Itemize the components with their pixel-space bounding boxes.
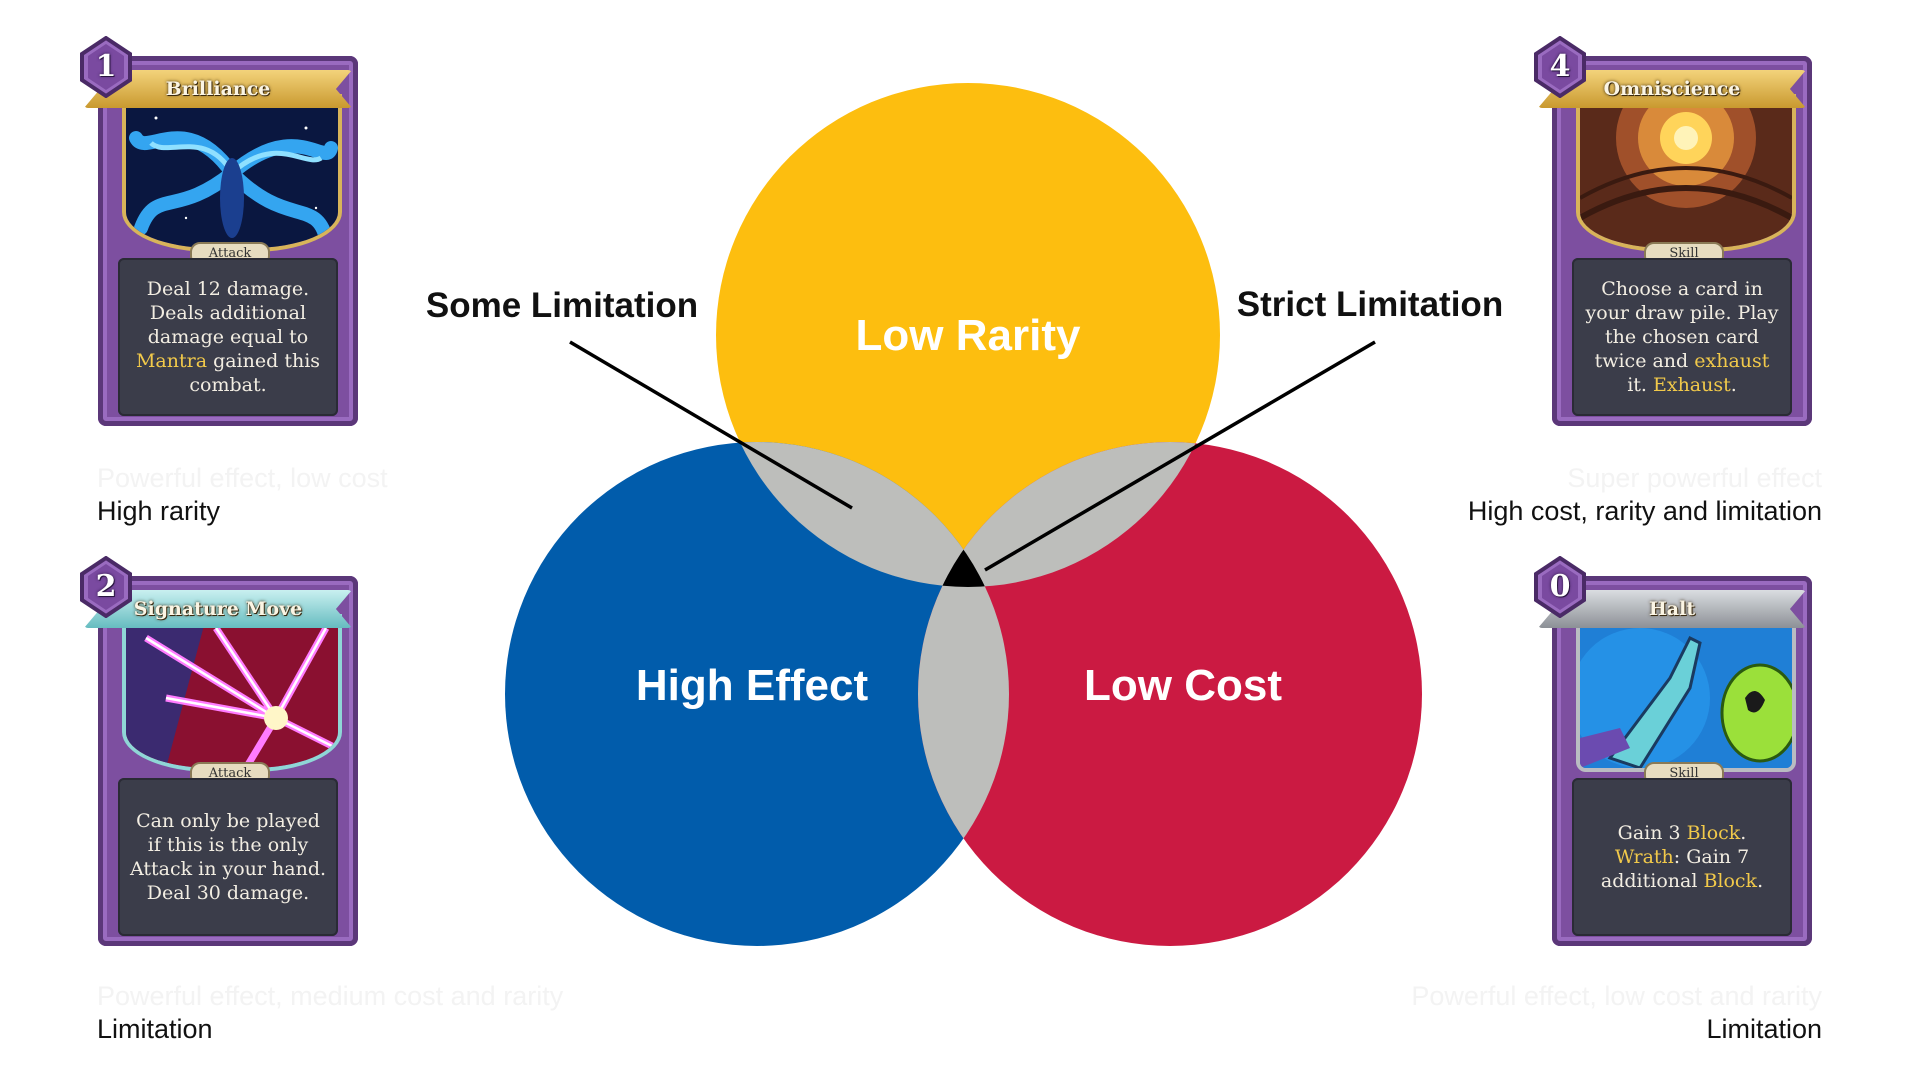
callout-line-some-limitation [569, 340, 853, 510]
caption-signature-move: Limitation [97, 1014, 213, 1044]
card-keyword: Exhaust [1652, 374, 1731, 396]
callout-line-strict-limitation [984, 340, 1376, 572]
label-high-effect: High Effect [636, 661, 869, 710]
card-description: Gain 3 Block. Wrath: Gain 7 additional B… [1572, 778, 1792, 936]
card-text: Choose a card in your draw pile. Play th… [1585, 278, 1779, 372]
card-text: : Gain 7 additional [1600, 846, 1750, 892]
faint-caption-halt: Powerful effect, low cost and rarity [1411, 981, 1822, 1011]
card-keyword: Block [1703, 870, 1758, 892]
card-text: gained this combat. [189, 350, 321, 396]
callout-strict-limitation: Strict Limitation [1237, 285, 1503, 324]
card-text: . [1730, 374, 1737, 396]
card-brilliance: Brilliance Attack Deal 12 damage. Deals … [78, 36, 358, 436]
overlap-top-right [918, 442, 1220, 587]
card-halt: Halt Skill Gain 3 Block. Wrath: Gain 7 a… [1532, 556, 1812, 956]
card-text: . [1757, 870, 1764, 892]
card-text: it. [1627, 374, 1653, 396]
card-cost: 4 [1532, 36, 1588, 98]
caption-brilliance: High rarity [97, 496, 221, 526]
card-cost-value: 4 [1549, 49, 1571, 84]
caption-omniscience: High cost, rarity and limitation [1467, 496, 1822, 526]
card-description: Choose a card in your draw pile. Play th… [1572, 258, 1792, 416]
card-art-lightning [122, 614, 342, 772]
faint-caption-brilliance: Powerful effect, low cost [97, 463, 388, 493]
card-cost: 1 [78, 36, 134, 98]
overlap-top-left [716, 442, 1009, 587]
card-cost-value: 1 [95, 49, 117, 84]
card-art-library [1576, 94, 1796, 252]
card-description: Deal 12 damage. Deals additional damage … [118, 258, 338, 416]
card-art-halt [1576, 614, 1796, 772]
card-cost-value: 2 [95, 569, 117, 604]
card-text: Gain 3 [1617, 822, 1687, 844]
card-title: Signature Move [133, 598, 303, 620]
card-keyword: Block [1686, 822, 1741, 844]
label-low-rarity: Low Rarity [856, 311, 1081, 360]
card-description: Can only be played if this is the only A… [118, 778, 338, 936]
card-title: Omniscience [1603, 78, 1741, 100]
card-text: Deal 12 damage. Deals additional damage … [146, 278, 310, 348]
card-text: . [1740, 822, 1747, 844]
card-keyword: Wrath [1614, 846, 1674, 868]
card-cost: 0 [1532, 556, 1588, 618]
card-omniscience: Omniscience Skill Choose a card in your … [1532, 36, 1812, 436]
caption-halt: Limitation [1706, 1014, 1822, 1044]
callout-some-limitation: Some Limitation [426, 286, 698, 325]
card-cost: 2 [78, 556, 134, 618]
card-title: Halt [1648, 598, 1696, 620]
card-art-swirl [122, 94, 342, 252]
faint-caption-signature-move: Powerful effect, medium cost and rarity [97, 981, 564, 1011]
card-text: Can only be played if this is the only A… [129, 810, 327, 904]
card-title: Brilliance [165, 78, 271, 100]
label-low-cost: Low Cost [1084, 661, 1282, 710]
card-keyword: exhaust [1694, 350, 1770, 372]
card-signature-move: Signature Move Attack Can only be played… [78, 556, 358, 956]
card-keyword: Mantra [135, 350, 208, 372]
card-type: Skill [1644, 242, 1724, 266]
card-cost-value: 0 [1549, 569, 1571, 604]
faint-caption-omniscience: Super powerful effect [1567, 463, 1822, 493]
